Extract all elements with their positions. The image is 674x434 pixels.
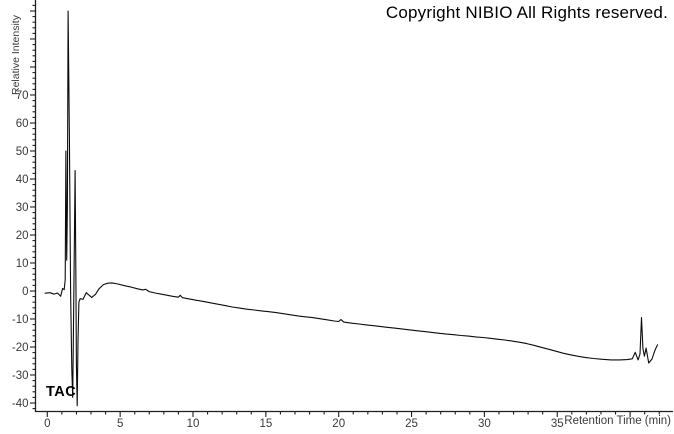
y-axis-title: Relative Intensity xyxy=(10,15,22,95)
y-tick-label: -30 xyxy=(12,370,29,382)
y-tick-label: 20 xyxy=(16,230,29,242)
x-tick-label: 20 xyxy=(332,418,345,430)
series-label-tac: TAC xyxy=(46,384,77,400)
copyright-text: Copyright NIBIO All Rights reserved. xyxy=(385,3,668,22)
x-tick-label: 10 xyxy=(187,418,200,430)
y-tick-label: 10 xyxy=(16,258,29,270)
axis-lines xyxy=(34,0,673,413)
y-tick-label: 70 xyxy=(16,90,29,102)
x-tick-label: 30 xyxy=(478,418,491,430)
x-tick-label: 15 xyxy=(259,418,272,430)
y-tick-label: -20 xyxy=(12,342,29,354)
y-tick-label: 40 xyxy=(16,174,29,186)
y-tick-label: 30 xyxy=(16,202,29,214)
x-tick-label: 5 xyxy=(117,418,123,430)
y-tick-label: 0 xyxy=(22,286,28,298)
x-tick-label: 0 xyxy=(44,418,50,430)
x-axis-title: Retention Time (min) xyxy=(564,415,671,427)
y-tick-label: -10 xyxy=(12,314,29,326)
x-tick-label: 25 xyxy=(405,418,418,430)
y-tick-label: 50 xyxy=(16,146,29,158)
y-tick-label: 60 xyxy=(16,118,29,130)
chromatogram-trace xyxy=(44,10,659,407)
x-tick-label: 35 xyxy=(551,418,564,430)
y-tick-label: -40 xyxy=(12,398,29,410)
